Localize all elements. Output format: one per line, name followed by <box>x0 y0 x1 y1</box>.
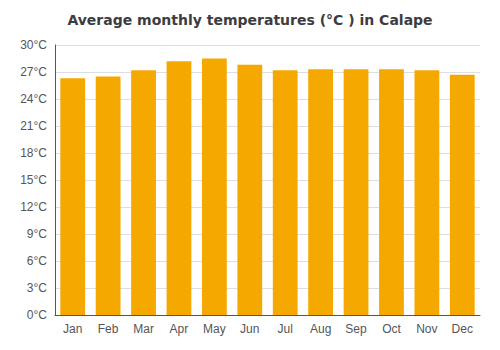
svg-text:15°C: 15°C <box>20 173 47 187</box>
svg-text:Dec: Dec <box>452 322 473 336</box>
svg-text:3°C: 3°C <box>27 281 47 295</box>
svg-text:Average monthly temperatures (: Average monthly temperatures (°C ) in Ca… <box>67 12 432 28</box>
svg-text:0°C: 0°C <box>27 308 47 322</box>
svg-text:Mar: Mar <box>133 322 154 336</box>
svg-text:12°C: 12°C <box>20 200 47 214</box>
svg-text:Sep: Sep <box>345 322 367 336</box>
svg-text:Aug: Aug <box>310 322 331 336</box>
svg-text:21°C: 21°C <box>20 119 47 133</box>
svg-text:30°C: 30°C <box>20 38 47 52</box>
svg-text:Jul: Jul <box>278 322 293 336</box>
svg-text:27°C: 27°C <box>20 65 47 79</box>
svg-text:6°C: 6°C <box>27 254 47 268</box>
svg-text:Apr: Apr <box>170 322 189 336</box>
svg-text:18°C: 18°C <box>20 146 47 160</box>
svg-text:24°C: 24°C <box>20 92 47 106</box>
svg-text:Jun: Jun <box>240 322 259 336</box>
svg-text:9°C: 9°C <box>27 227 47 241</box>
svg-text:Nov: Nov <box>416 322 437 336</box>
svg-text:Feb: Feb <box>98 322 119 336</box>
svg-text:Oct: Oct <box>382 322 401 336</box>
svg-text:May: May <box>203 322 226 336</box>
svg-text:Jan: Jan <box>63 322 82 336</box>
